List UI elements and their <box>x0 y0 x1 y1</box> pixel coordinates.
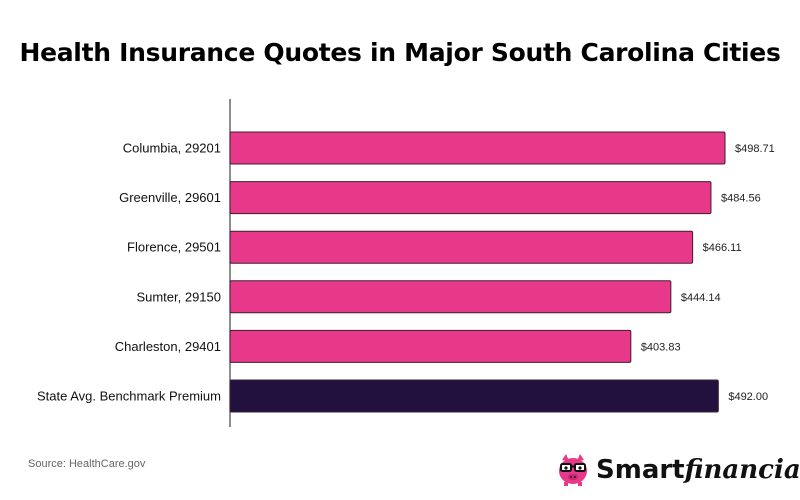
bar-state-avg-benchmark-premium <box>230 380 718 412</box>
value-label-charleston-29401: $403.83 <box>641 341 681 353</box>
value-label-sumter-29150: $444.14 <box>681 292 721 304</box>
category-label-sumter-29150: Sumter, 29150 <box>136 289 221 304</box>
value-label-columbia-29201: $498.71 <box>735 143 775 155</box>
value-label-greenville-29601: $484.56 <box>721 193 761 205</box>
bar-florence-29501 <box>230 231 693 263</box>
brand-logo: Smartfinancial <box>556 449 800 489</box>
bar-chart: Columbia, 29201 $498.71 Greenville, 29601 $… <box>0 0 800 440</box>
bar-sumter-29150 <box>230 281 671 313</box>
piggy-bank-with-glasses-icon <box>556 451 590 487</box>
category-label-state-avg-benchmark-premium: State Avg. Benchmark Premium <box>37 389 221 404</box>
bar-columbia-29201 <box>230 132 725 164</box>
category-label-florence-29501: Florence, 29501 <box>127 240 221 255</box>
source-note: Source: HealthCare.gov <box>28 458 145 470</box>
brand-name-italic: financial <box>685 455 800 485</box>
category-label-greenville-29601: Greenville, 29601 <box>119 190 221 205</box>
brand-name-bold: Smart <box>596 455 685 485</box>
category-label-columbia-29201: Columbia, 29201 <box>123 141 221 156</box>
brand-name: Smartfinancial <box>596 449 800 490</box>
value-label-state-avg-benchmark-premium: $492.00 <box>728 391 768 403</box>
bar-greenville-29601 <box>230 182 711 214</box>
category-label-charleston-29401: Charleston, 29401 <box>115 339 221 354</box>
bar-charleston-29401 <box>230 330 631 362</box>
value-label-florence-29501: $466.11 <box>703 242 742 254</box>
